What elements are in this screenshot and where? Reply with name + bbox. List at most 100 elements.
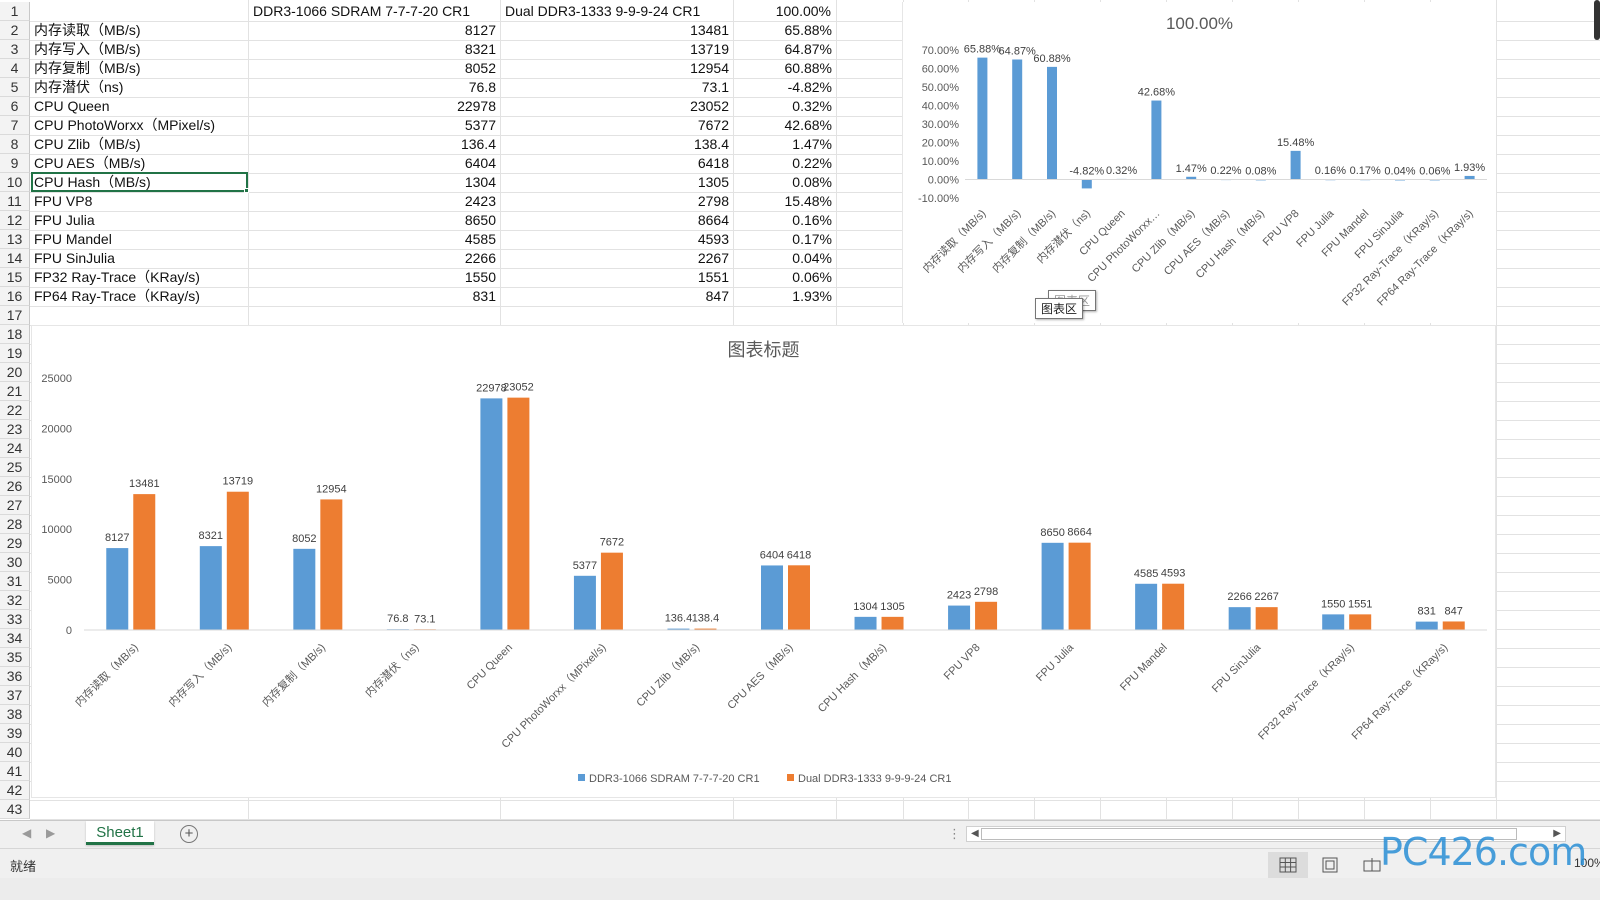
header-col-d[interactable]: 100.00% (775, 3, 831, 19)
horizontal-scroll-thumb[interactable] (981, 828, 1517, 840)
row-header[interactable]: 33 (0, 610, 30, 629)
dual-ddr3-1333-value-cell[interactable]: 847 (705, 288, 729, 304)
ddr3-1066-value-cell[interactable]: 8321 (464, 41, 496, 57)
dual-ddr3-1333-value-cell[interactable]: 73.1 (701, 79, 729, 95)
row-header[interactable]: 30 (0, 553, 30, 572)
dual-ddr3-1333-value-cell[interactable]: 12954 (690, 60, 729, 76)
row-header[interactable]: 3 (0, 40, 30, 59)
row-header[interactable]: 7 (0, 116, 30, 135)
row-header[interactable]: 9 (0, 154, 30, 173)
row-label-cell[interactable]: FPU VP8 (34, 193, 93, 209)
percent-diff-cell[interactable]: 0.17% (792, 231, 832, 247)
ddr3-1066-value-cell[interactable]: 8127 (464, 22, 496, 38)
ddr3-1066-value-cell[interactable]: 4585 (464, 231, 496, 247)
row-header[interactable]: 37 (0, 686, 30, 705)
row-header[interactable]: 36 (0, 667, 30, 686)
dual-ddr3-1333-value-cell[interactable]: 13719 (690, 41, 729, 57)
ddr3-1066-value-cell[interactable]: 1304 (464, 174, 496, 190)
row-header[interactable]: 26 (0, 477, 30, 496)
add-sheet-icon[interactable]: + (180, 825, 198, 843)
dual-ddr3-1333-value-cell[interactable]: 4593 (697, 231, 729, 247)
dual-ddr3-1333-value-cell[interactable]: 8664 (697, 212, 729, 228)
percent-diff-cell[interactable]: 0.06% (792, 269, 832, 285)
ddr3-1066-value-cell[interactable]: 8650 (464, 212, 496, 228)
percent-diff-cell[interactable]: 42.68% (784, 117, 832, 133)
row-header[interactable]: 40 (0, 743, 30, 762)
row-label-cell[interactable]: 内存复制（MB/s) (34, 60, 141, 76)
dual-ddr3-1333-value-cell[interactable]: 7672 (697, 117, 729, 133)
header-col-c[interactable]: Dual DDR3-1333 9-9-9-24 CR1 (505, 3, 701, 19)
percent-diff-cell[interactable]: 65.88% (784, 22, 832, 38)
row-header[interactable]: 18 (0, 325, 30, 344)
tab-sheet1[interactable]: Sheet1 (86, 821, 154, 845)
row-header[interactable]: 15 (0, 268, 30, 287)
tab-next-icon[interactable]: ▶ (46, 826, 56, 840)
ddr3-1066-value-cell[interactable]: 22978 (457, 98, 496, 114)
ddr3-1066-value-cell[interactable]: 5377 (464, 117, 496, 133)
row-label-cell[interactable]: FP64 Ray-Trace（KRay/s) (34, 288, 200, 304)
percent-chart[interactable]: 100.00% 70.00% 60.00% 50.00% 40.00% 30.00% 20… (902, 2, 1496, 323)
ddr3-1066-value-cell[interactable]: 6404 (464, 155, 496, 171)
scroll-left-icon[interactable]: ◀ (971, 828, 979, 839)
row-label-cell[interactable]: CPU Hash（MB/s) (34, 174, 151, 190)
dual-ddr3-1333-value-cell[interactable]: 2798 (697, 193, 729, 209)
percent-diff-cell[interactable]: 0.04% (792, 250, 832, 266)
dual-ddr3-1333-value-cell[interactable]: 138.4 (693, 136, 729, 152)
percent-diff-cell[interactable]: 1.47% (792, 136, 832, 152)
tab-splitter-icon[interactable]: ⋮ (948, 826, 961, 841)
percent-diff-cell[interactable]: 60.88% (784, 60, 832, 76)
row-header[interactable]: 11 (0, 192, 30, 211)
row-header[interactable]: 22 (0, 401, 30, 420)
percent-diff-cell[interactable]: 64.87% (784, 41, 832, 57)
normal-view-button[interactable] (1268, 852, 1308, 878)
dual-ddr3-1333-value-cell[interactable]: 1305 (697, 174, 729, 190)
ddr3-1066-value-cell[interactable]: 2266 (464, 250, 496, 266)
row-label-cell[interactable]: CPU Queen (34, 98, 110, 114)
tab-prev-icon[interactable]: ◀ (22, 826, 32, 840)
row-header[interactable]: 32 (0, 591, 30, 610)
dual-ddr3-1333-value-cell[interactable]: 6418 (697, 155, 729, 171)
row-header[interactable]: 6 (0, 97, 30, 116)
row-label-cell[interactable]: FPU Mandel (34, 231, 112, 247)
row-header[interactable]: 24 (0, 439, 30, 458)
ddr3-1066-value-cell[interactable]: 136.4 (460, 136, 496, 152)
row-header[interactable]: 28 (0, 515, 30, 534)
row-header[interactable]: 2 (0, 21, 30, 40)
row-header[interactable]: 27 (0, 496, 30, 515)
row-header[interactable]: 42 (0, 781, 30, 800)
ddr3-1066-value-cell[interactable]: 1550 (464, 269, 496, 285)
row-label-cell[interactable]: FPU Julia (34, 212, 95, 228)
ddr3-1066-value-cell[interactable]: 2423 (464, 193, 496, 209)
dual-ddr3-1333-value-cell[interactable]: 23052 (690, 98, 729, 114)
percent-diff-cell[interactable]: 1.93% (792, 288, 832, 304)
row-label-cell[interactable]: FPU SinJulia (34, 250, 115, 266)
row-header[interactable]: 4 (0, 59, 30, 78)
row-header[interactable]: 17 (0, 306, 30, 325)
dual-ddr3-1333-value-cell[interactable]: 1551 (697, 269, 729, 285)
row-label-cell[interactable]: 内存写入（MB/s) (34, 41, 141, 57)
ddr3-1066-value-cell[interactable]: 76.8 (468, 79, 496, 95)
dual-ddr3-1333-value-cell[interactable]: 2267 (697, 250, 729, 266)
scroll-right-icon[interactable]: ▶ (1553, 828, 1561, 839)
header-col-b[interactable]: DDR3-1066 SDRAM 7-7-7-20 CR1 (253, 3, 471, 19)
spreadsheet-grid[interactable]: 1 2 3 4 5 6 7 8 9 10 11 12 13 14 15 16 17 18 19 20 21 22 23 24 2… (0, 0, 1600, 838)
row-header[interactable]: 41 (0, 762, 30, 781)
row-header[interactable]: 34 (0, 629, 30, 648)
dual-ddr3-1333-value-cell[interactable]: 13481 (690, 22, 729, 38)
row-header[interactable]: 14 (0, 249, 30, 268)
row-header[interactable]: 43 (0, 800, 30, 819)
row-header[interactable]: 1 (0, 2, 30, 21)
horizontal-scrollbar[interactable]: ◀ ▶ (966, 826, 1566, 842)
vertical-scrollbar[interactable] (1594, 0, 1600, 40)
row-header[interactable]: 25 (0, 458, 30, 477)
page-layout-view-button[interactable] (1310, 852, 1350, 878)
percent-diff-cell[interactable]: 0.32% (792, 98, 832, 114)
row-label-cell[interactable]: CPU AES（MB/s) (34, 155, 146, 171)
row-header[interactable]: 21 (0, 382, 30, 401)
row-header[interactable]: 12 (0, 211, 30, 230)
row-header[interactable]: 10 (0, 173, 30, 192)
percent-diff-cell[interactable]: 0.16% (792, 212, 832, 228)
row-header[interactable]: 8 (0, 135, 30, 154)
percent-diff-cell[interactable]: 0.08% (792, 174, 832, 190)
row-label-cell[interactable]: FP32 Ray-Trace（KRay/s) (34, 269, 200, 285)
